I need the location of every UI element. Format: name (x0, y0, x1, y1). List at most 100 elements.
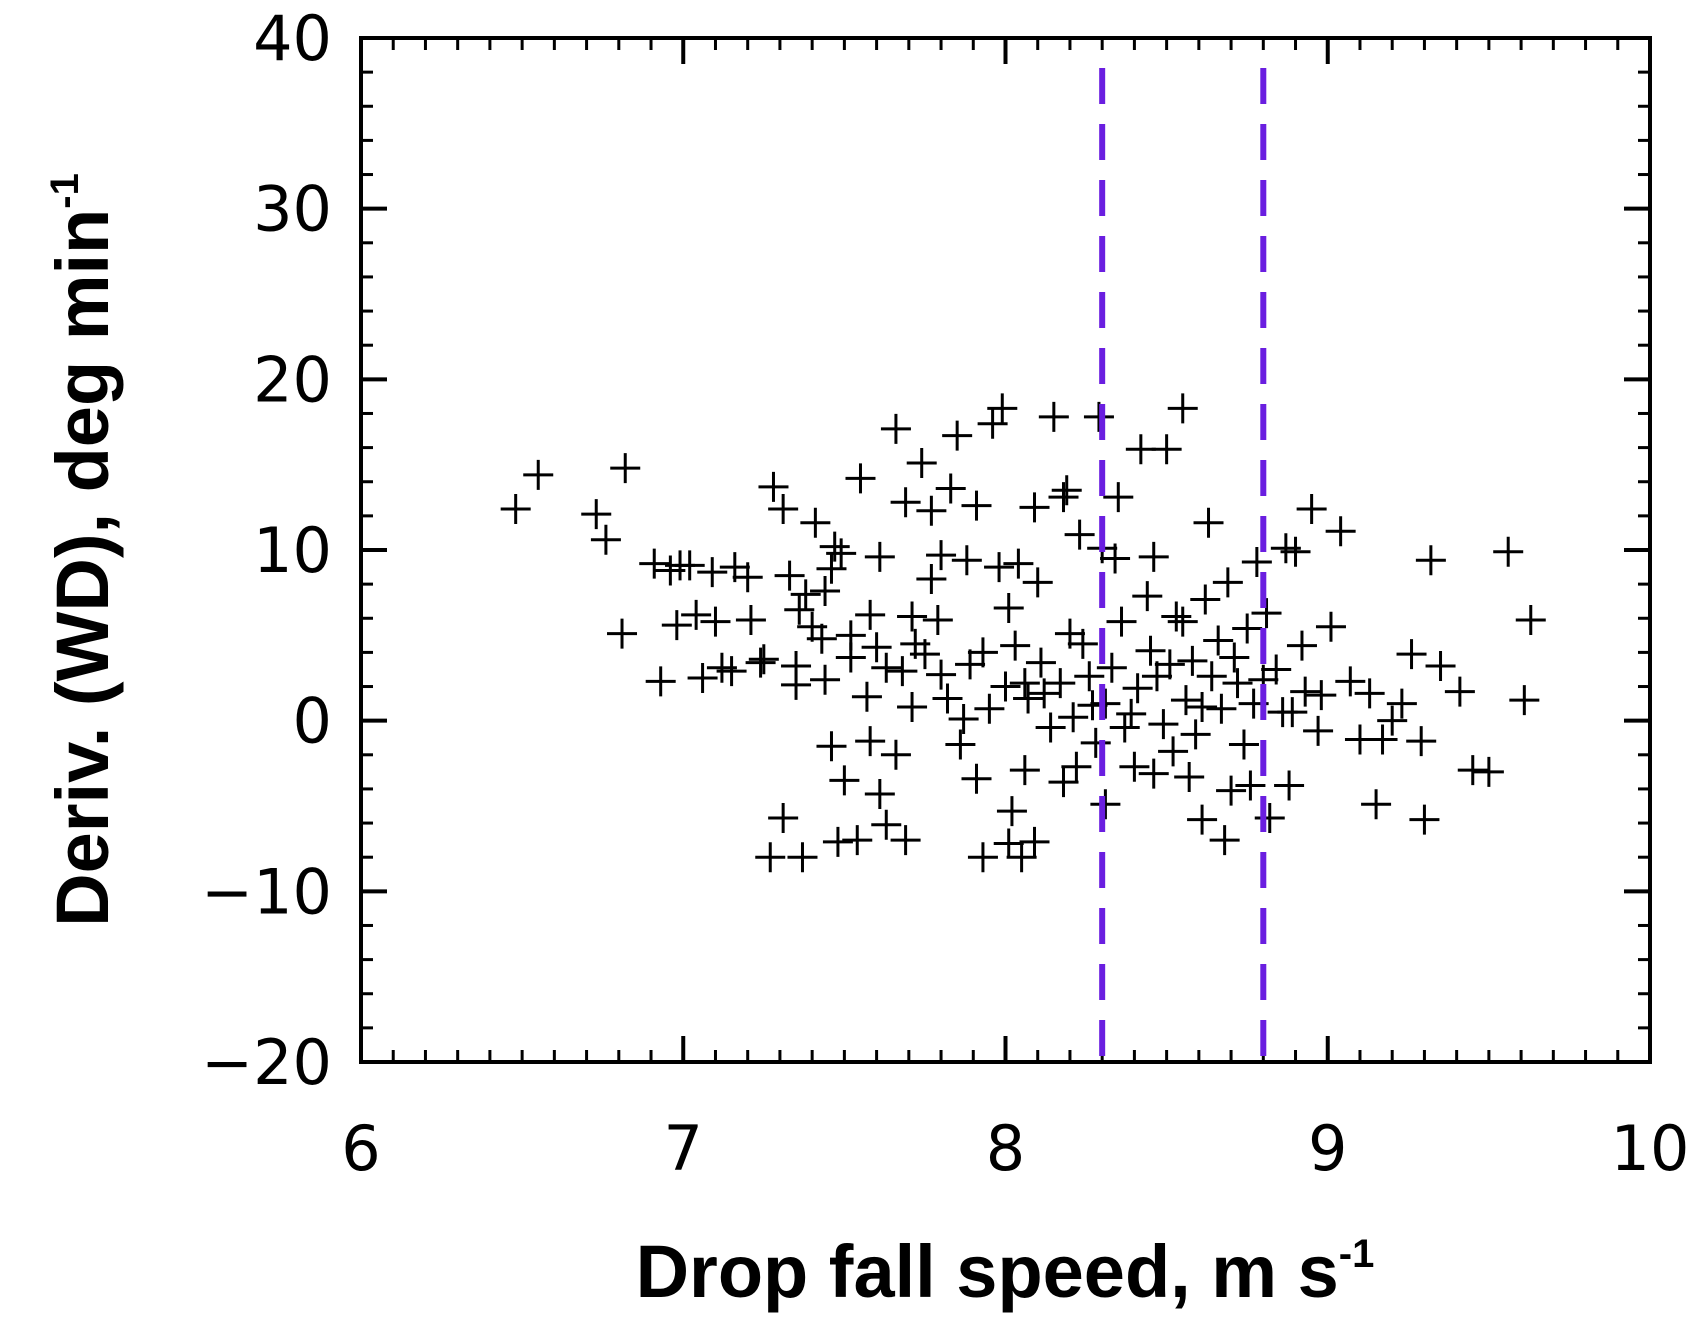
x-tick-label: 9 (1308, 1112, 1347, 1185)
data-point (1377, 705, 1408, 736)
data-point (990, 671, 1021, 702)
data-point (1361, 789, 1392, 820)
x-tick-label: 10 (1611, 1112, 1690, 1185)
data-point (716, 656, 747, 687)
data-point (916, 495, 947, 526)
data-point (935, 473, 966, 504)
data-point (842, 825, 873, 856)
data-point (835, 620, 866, 651)
data-point (819, 531, 850, 562)
data-point (590, 524, 621, 555)
data-point (1009, 755, 1040, 786)
data-point (1061, 751, 1092, 782)
data-point (787, 842, 818, 873)
data-point (1116, 698, 1147, 729)
data-point (890, 487, 921, 518)
data-point (1158, 736, 1189, 767)
data-point (890, 825, 921, 856)
data-point (871, 809, 902, 840)
data-point (500, 494, 531, 525)
data-point (1096, 652, 1127, 683)
data-point (1058, 702, 1089, 733)
y-tick-label: −20 (201, 1026, 332, 1099)
data-point (1212, 567, 1243, 598)
data-point (955, 649, 986, 680)
data-point (909, 639, 940, 670)
data-point (1187, 804, 1218, 835)
x-tick-label: 7 (664, 1112, 703, 1185)
data-point (745, 647, 776, 678)
data-point (1148, 709, 1179, 740)
data-point (697, 557, 728, 588)
data-point (1003, 548, 1034, 579)
data-point (681, 599, 712, 630)
data-point (1325, 516, 1356, 547)
data-point (1296, 494, 1327, 525)
data-point (897, 692, 928, 723)
data-point (1354, 678, 1385, 709)
data-point (1161, 601, 1192, 632)
data-point (864, 541, 895, 572)
data-point (1251, 598, 1282, 629)
data-point (1090, 789, 1121, 820)
data-point (1415, 545, 1446, 576)
data-point (1067, 628, 1098, 659)
data-point (1193, 507, 1224, 538)
data-point (871, 652, 902, 683)
y-axis-title-superscript: -1 (43, 173, 87, 209)
data-point (967, 842, 998, 873)
data-point (1048, 767, 1079, 798)
data-point (948, 703, 979, 734)
y-axis-title: Deriv. (WD), deg min-1 (41, 173, 124, 927)
data-point (993, 828, 1024, 859)
data-point (977, 408, 1008, 439)
data-point (732, 562, 763, 593)
data-point (1019, 826, 1050, 857)
data-point (639, 548, 670, 579)
data-point (845, 463, 876, 494)
data-point (1228, 729, 1259, 760)
data-point (1154, 649, 1185, 680)
x-tick-label: 8 (986, 1112, 1025, 1185)
data-point (861, 632, 892, 663)
data-point (916, 564, 947, 595)
y-tick-label: 10 (253, 514, 332, 587)
data-point (700, 606, 731, 637)
data-point (758, 471, 789, 502)
data-point (1315, 611, 1346, 642)
data-point (996, 796, 1027, 827)
y-axis-title-text: Deriv. (WD), deg min (41, 209, 124, 927)
data-point (906, 447, 937, 478)
y-tick-label: 0 (293, 685, 332, 758)
data-point (855, 726, 886, 757)
x-tick-labels: 6 7 8 9 10 (341, 1112, 1689, 1185)
data-point (687, 663, 718, 693)
data-point (961, 763, 992, 794)
data-point (961, 490, 992, 521)
data-point (1064, 519, 1095, 550)
data-point (1457, 755, 1488, 786)
x-axis-title-text: Drop fall speed, m s (636, 1230, 1339, 1313)
data-point (951, 545, 982, 576)
data-point (774, 560, 805, 591)
data-point (1406, 726, 1437, 757)
data-point (1151, 434, 1182, 465)
data-point (1022, 567, 1053, 598)
data-points (500, 393, 1546, 873)
data-point (1138, 541, 1169, 572)
data-point (1367, 724, 1398, 755)
data-point (967, 637, 998, 668)
data-point (1019, 492, 1050, 523)
data-point (926, 540, 957, 571)
data-point (1177, 645, 1208, 676)
data-point (1141, 661, 1172, 692)
data-point (984, 552, 1015, 583)
minor-ticks (361, 38, 1650, 1062)
data-point (1190, 584, 1221, 615)
reference-lines (1099, 68, 1267, 1062)
data-point (1083, 401, 1114, 432)
data-point (1254, 802, 1285, 833)
data-point (1090, 688, 1121, 719)
x-tick-label: 6 (341, 1112, 380, 1185)
